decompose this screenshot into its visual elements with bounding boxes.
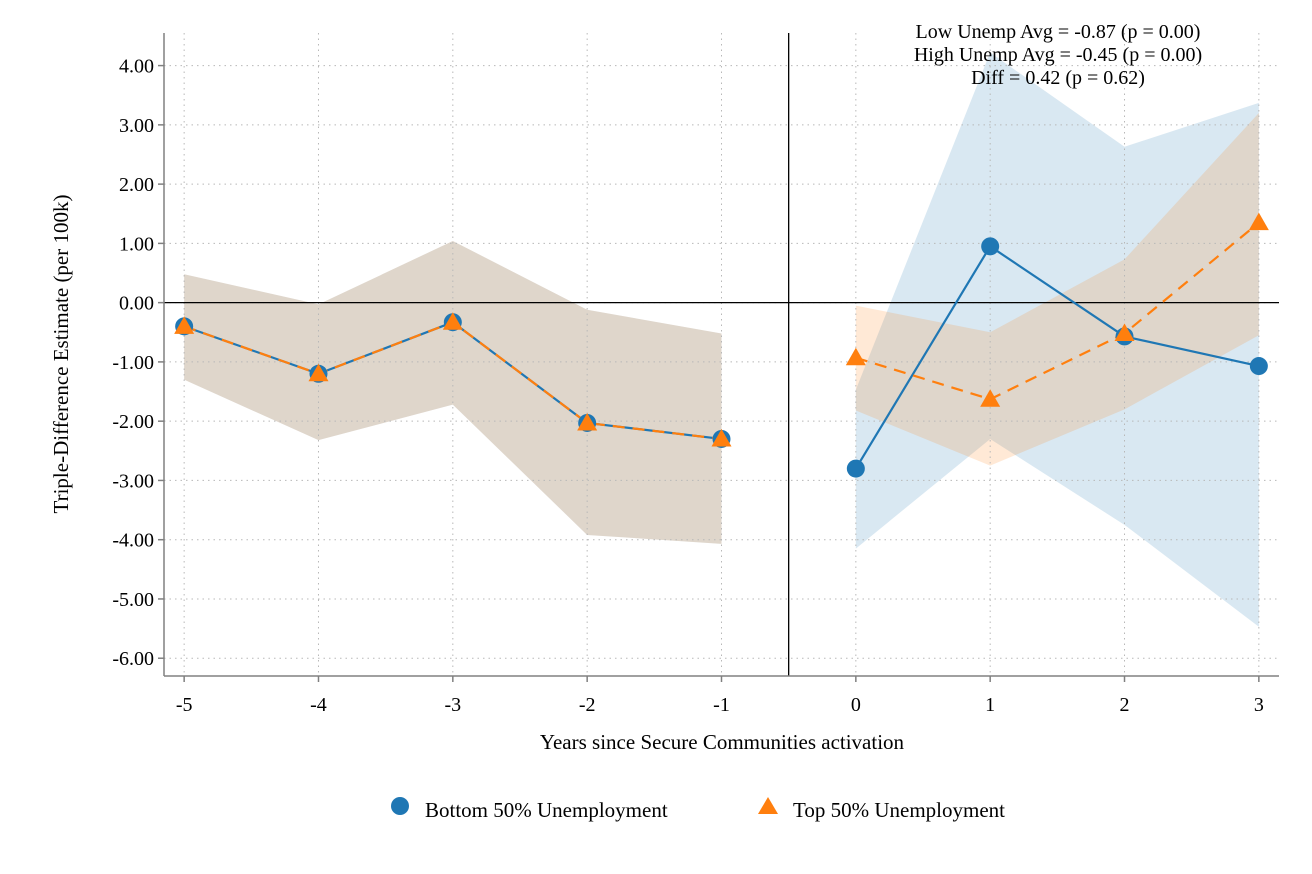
annotation-block: Low Unemp Avg = -0.87 (p = 0.00) High Un… — [914, 21, 1202, 89]
x-tick-label-3: -2 — [579, 694, 596, 716]
x-tick-label-7: 2 — [1120, 694, 1130, 716]
legend-label-top: Top 50% Unemployment — [793, 798, 1005, 822]
series-line-1-post — [855, 221, 1260, 401]
ci-band-series-1-post — [855, 113, 1259, 466]
x-tick-label-6: 1 — [985, 694, 995, 716]
y-tick-label-9: -5.00 — [112, 589, 154, 611]
y-tick-label-8: -4.00 — [112, 530, 154, 552]
series-1-point-4 — [711, 428, 732, 447]
tick-labels: 4.00 3.00 2.00 1.00 0.00 -1.00 -2.00 -3.00 -4.00… — [112, 56, 1264, 716]
x-tick-label-4: -1 — [713, 694, 730, 716]
y-tick-label-2: 2.00 — [119, 174, 154, 196]
reference-lines — [164, 33, 1279, 676]
series-0-point-5 — [846, 459, 865, 478]
y-tick-label-5: -1.00 — [112, 352, 154, 374]
x-tick-label-5: 0 — [851, 694, 861, 716]
series-1-point-8 — [1248, 212, 1269, 231]
ci-band-series-0-post — [855, 52, 1259, 627]
y-tick-label-1: 3.00 — [119, 115, 154, 137]
x-tick-label-2: -3 — [444, 694, 461, 716]
y-tick-label-3: 1.00 — [119, 233, 154, 255]
series-1-point-1 — [308, 363, 329, 382]
series-1-point-6 — [980, 389, 1001, 407]
annotation-high-avg: High Unemp Avg = -0.45 (p = 0.00) — [914, 44, 1202, 66]
x-tick-label-1: -4 — [310, 694, 327, 716]
y-tick-label-7: -3.00 — [112, 470, 154, 492]
annotation-low-avg: Low Unemp Avg = -0.87 (p = 0.00) — [916, 21, 1201, 43]
x-tick-label-8: 3 — [1254, 694, 1264, 716]
y-axis-title: Triple-Difference Estimate (per 100k) — [49, 195, 73, 514]
legend-marker-bottom — [391, 797, 409, 815]
series-1-point-0 — [174, 316, 195, 334]
annotation-diff: Diff = 0.42 (p = 0.62) — [971, 67, 1145, 89]
axes — [158, 33, 1279, 682]
series-1-point-3 — [577, 412, 598, 431]
series-0-point-6 — [981, 237, 1000, 256]
y-tick-label-0: 4.00 — [119, 56, 154, 78]
x-axis-title: Years since Secure Communities activatio… — [540, 730, 905, 754]
series-markers — [174, 212, 1269, 478]
legend-marker-top — [758, 797, 778, 814]
y-tick-label-6: -2.00 — [112, 411, 154, 433]
series-1-point-5 — [845, 347, 866, 366]
y-tick-label-10: -6.00 — [112, 648, 154, 670]
y-tick-label-4: 0.00 — [119, 293, 154, 315]
legend: Bottom 50% Unemployment Top 50% Unemploy… — [391, 797, 1005, 822]
series-0-point-8 — [1249, 357, 1268, 376]
series-line-0-post — [854, 245, 1260, 470]
legend-label-bottom: Bottom 50% Unemployment — [425, 798, 668, 822]
x-tick-label-0: -5 — [176, 694, 193, 716]
series-1-point-2 — [442, 312, 463, 330]
series-1-point-7 — [1114, 323, 1135, 341]
